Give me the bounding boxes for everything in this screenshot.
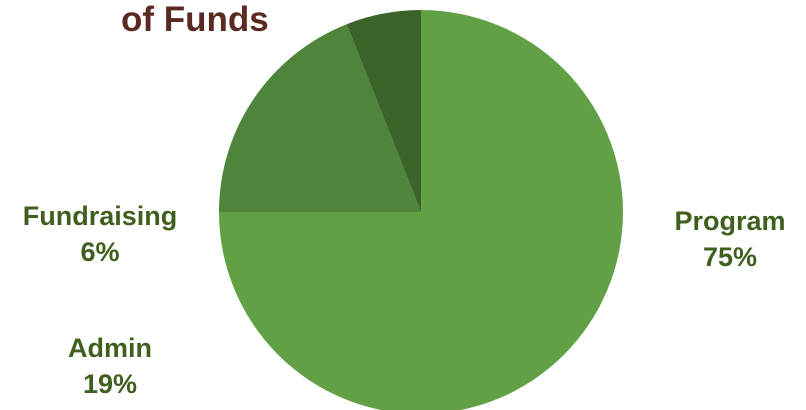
fundraising-label-name: Fundraising (22, 201, 178, 231)
admin-label-percent: 19% (82, 369, 138, 400)
program-label-name: Program (674, 206, 786, 236)
fundraising-label-percent: 6% (80, 237, 120, 268)
pie-slice-fundraising (346, 10, 421, 212)
pie-slice-admin (219, 24, 421, 212)
chart-title: of Funds (121, 0, 269, 39)
admin-label-name: Admin (68, 333, 152, 363)
program-data-label: Program 75% (660, 203, 800, 276)
admin-data-label: Admin 19% (50, 330, 170, 403)
program-label-percent: 75% (702, 242, 758, 273)
fundraising-data-label: Fundraising 6% (0, 198, 200, 271)
